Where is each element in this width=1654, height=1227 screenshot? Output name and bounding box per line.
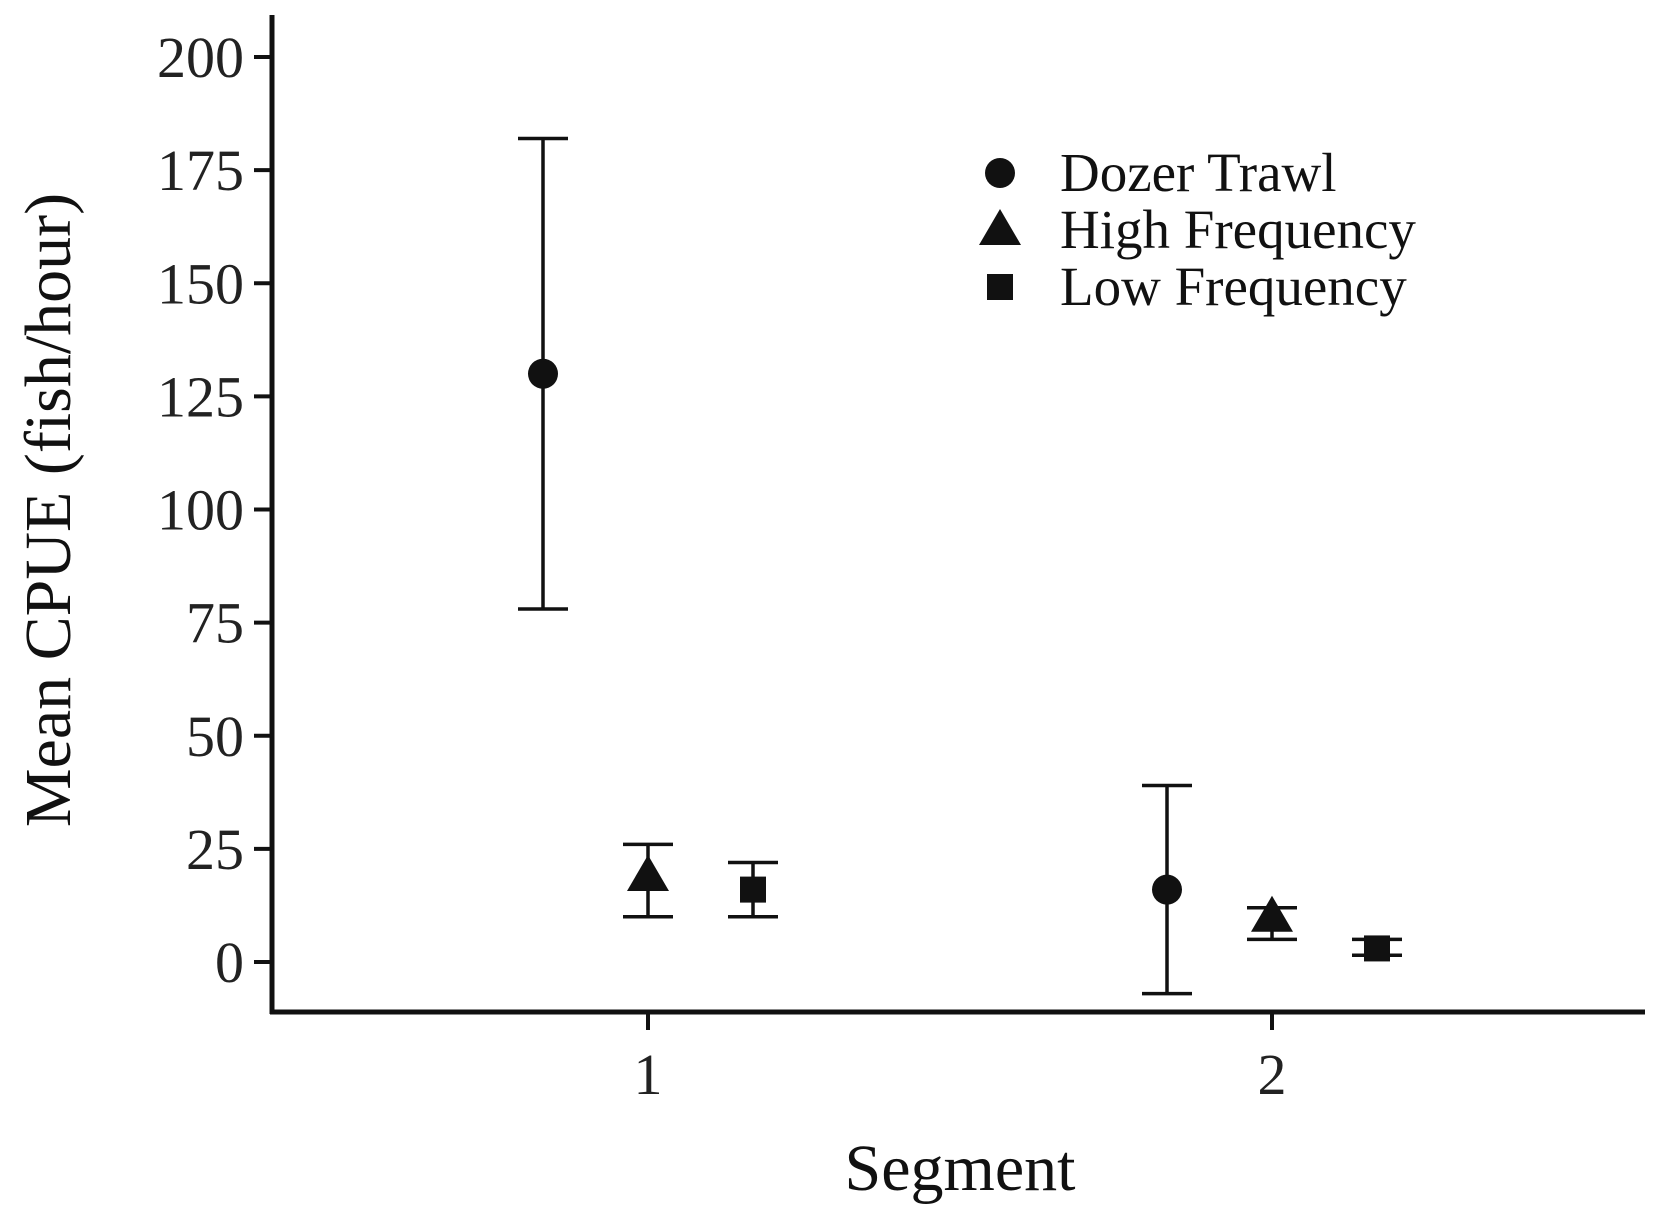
point-dozer-trawl <box>1152 874 1182 905</box>
y-tick-label: 50 <box>186 704 244 769</box>
x-axis-title: Segment <box>845 1132 1076 1205</box>
y-axis-ticks: 0 25 50 75 100 125 150 175 200 <box>157 25 272 995</box>
point-low-frequency <box>1364 935 1390 962</box>
y-tick-label: 25 <box>186 817 244 882</box>
x-tick-label: 2 <box>1258 1042 1287 1107</box>
y-tick-label: 150 <box>157 251 244 316</box>
y-tick-label: 175 <box>157 138 244 203</box>
axes <box>269 15 1645 1015</box>
legend-label-low-frequency: Low Frequency <box>1060 256 1407 317</box>
y-tick-label: 200 <box>157 25 244 90</box>
y-tick-label: 125 <box>157 364 244 429</box>
legend-marker-dozer-trawl <box>985 158 1015 188</box>
point-high-frequency <box>627 855 669 892</box>
y-tick-label: 75 <box>186 591 244 656</box>
legend-label-dozer-trawl: Dozer Trawl <box>1060 142 1337 203</box>
point-high-frequency <box>1251 895 1293 932</box>
y-tick-label: 100 <box>157 478 244 543</box>
point-dozer-trawl <box>528 358 558 389</box>
point-low-frequency <box>740 876 766 903</box>
legend-marker-low-frequency <box>987 274 1013 300</box>
legend-label-high-frequency: High Frequency <box>1060 199 1416 260</box>
legend-marker-high-frequency <box>979 209 1021 245</box>
data-points <box>518 136 1402 996</box>
x-tick-label: 1 <box>634 1042 663 1107</box>
y-tick-label: 0 <box>215 930 244 995</box>
y-axis-title: Mean CPUE (fish/hour) <box>12 193 85 827</box>
